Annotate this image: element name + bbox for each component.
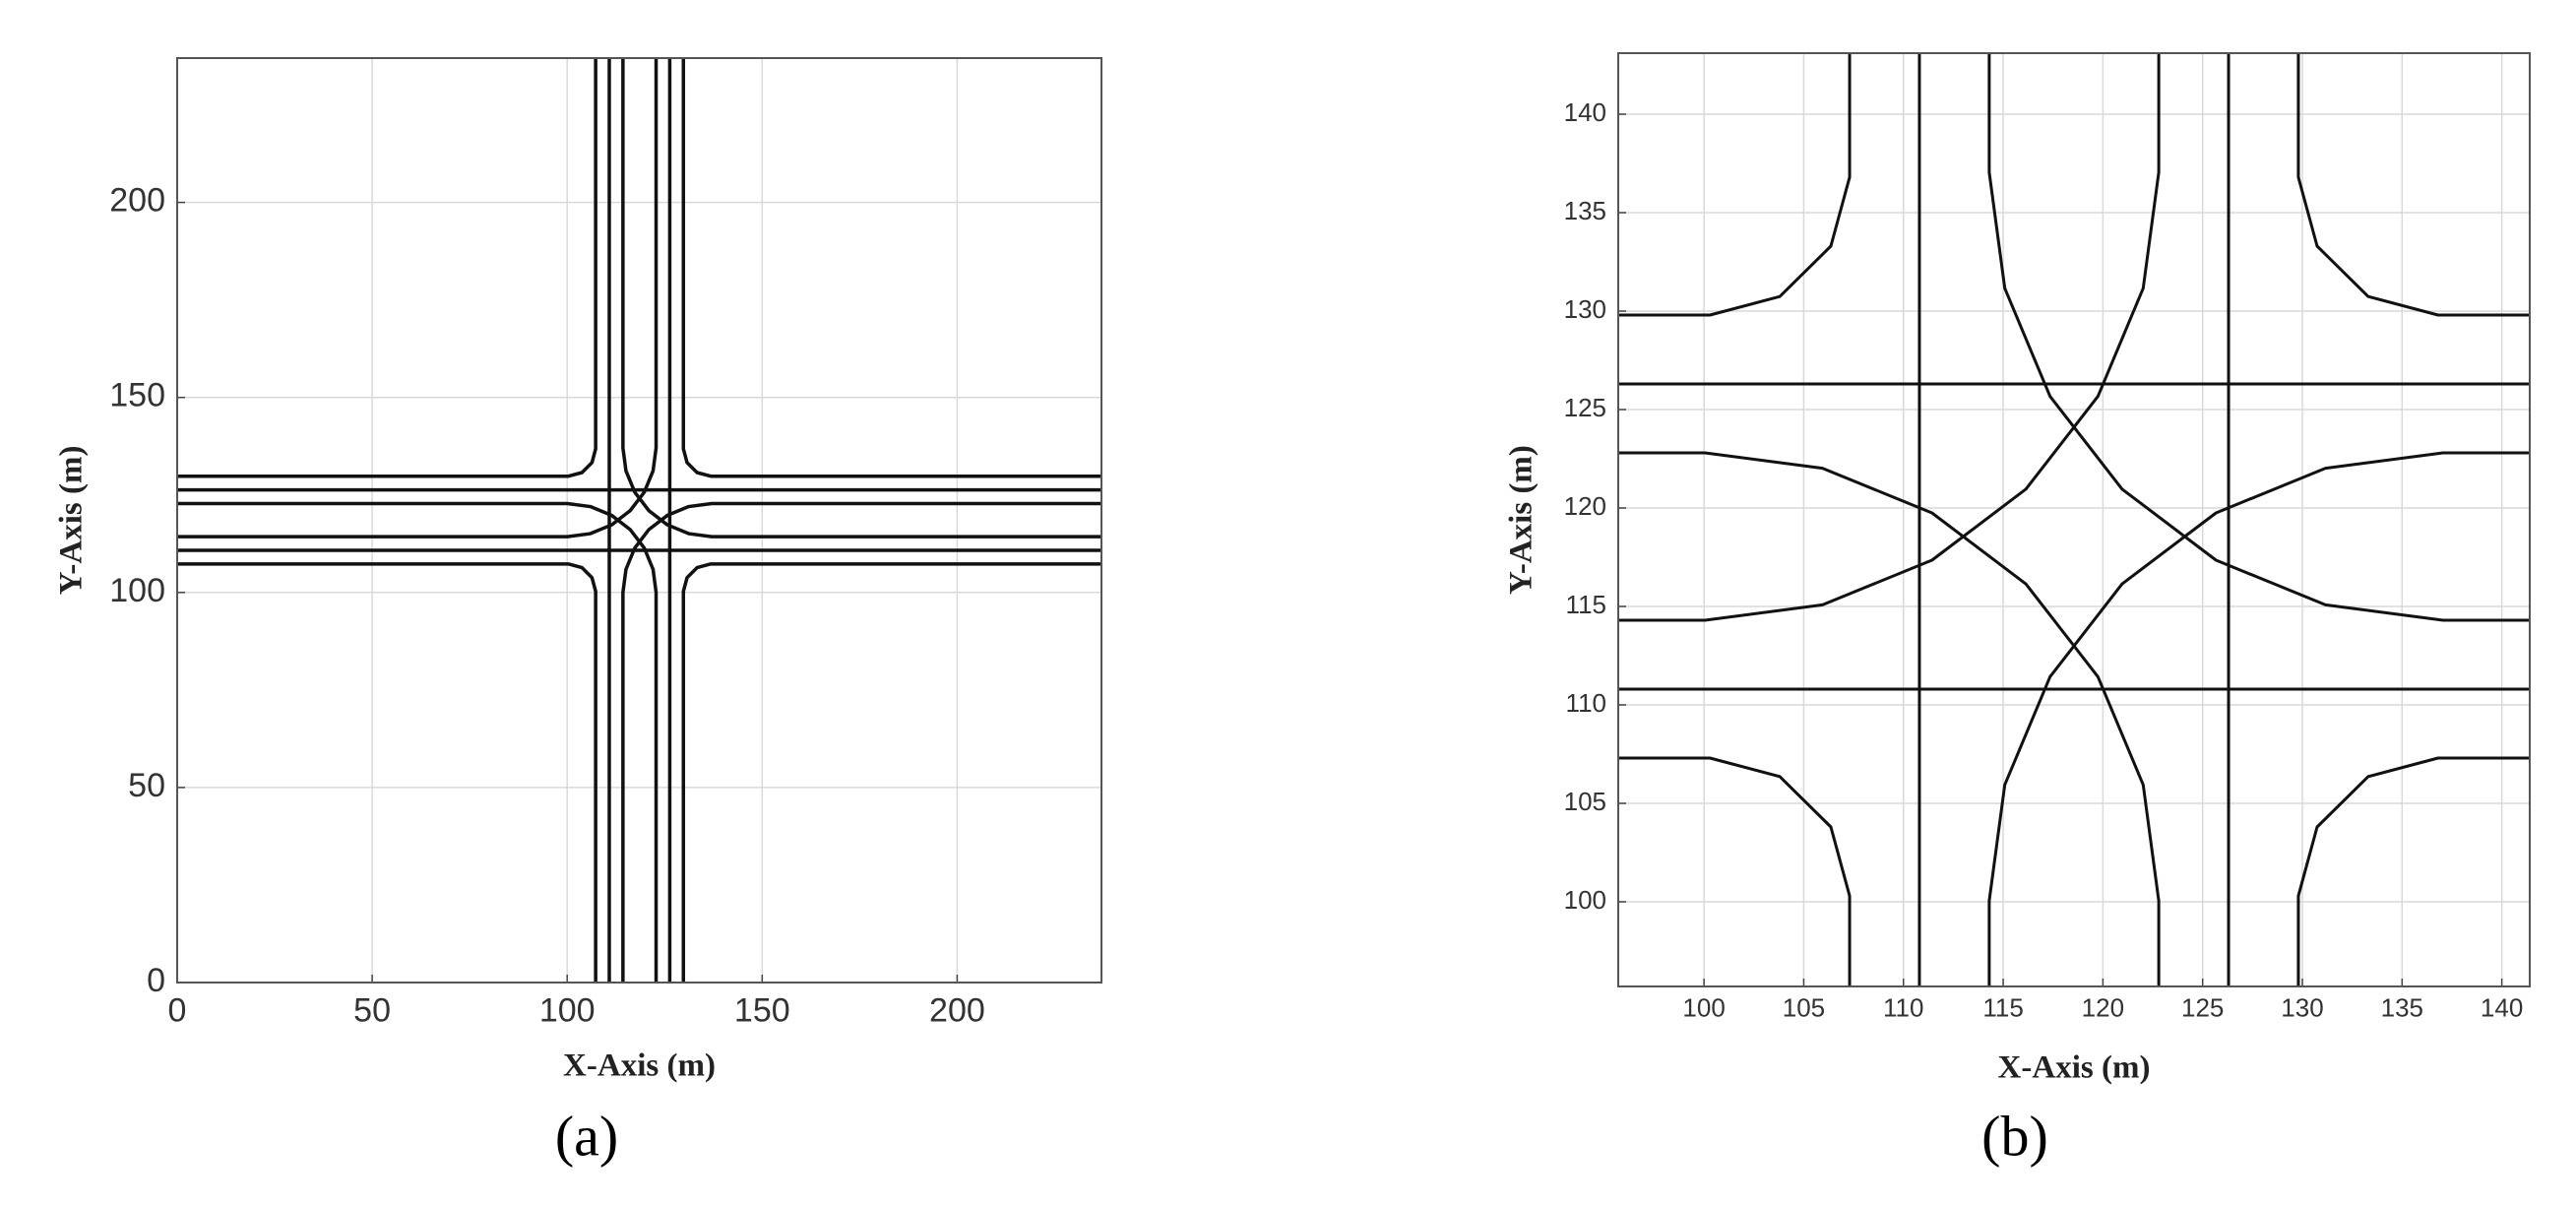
x-tick-label: 110: [1883, 992, 1923, 1022]
y-tick-label: 120: [1564, 491, 1606, 521]
y-tick-label: 150: [109, 377, 165, 414]
panel: 100 105 110 115 120 125 130 135 140 100 105 110 115 1…: [1504, 52, 2531, 1168]
y-tick-label: 140: [1564, 97, 1606, 127]
x-tick-label: 0: [168, 992, 187, 1030]
lane-line: [681, 58, 1101, 478]
lane-line: [1987, 451, 2530, 986]
plot-frame: [1617, 52, 2531, 987]
x-tick-label: 200: [929, 992, 985, 1030]
lane-line: [177, 58, 659, 539]
lane-line: [2296, 756, 2530, 986]
x-tick-label: 120: [2082, 992, 2124, 1022]
lane-line: [1987, 53, 2530, 622]
lane-line: [621, 501, 1101, 983]
x-tick-label: 135: [2381, 992, 2423, 1022]
y-tick-label: 200: [109, 182, 165, 220]
lane-line: [1618, 756, 1852, 986]
lane-line: [1618, 53, 1852, 317]
y-axis-label: Y-Axis (m): [54, 446, 90, 596]
x-tick-label: 100: [1682, 992, 1725, 1022]
lane-line: [177, 58, 597, 478]
y-tick-label: 125: [1564, 393, 1606, 422]
panel-caption: (a): [555, 1104, 618, 1168]
x-axis-label: X-Axis (m): [1998, 1050, 2151, 1086]
x-tick-label: 105: [1783, 992, 1825, 1022]
y-tick-label: 110: [1566, 688, 1606, 718]
lane-line: [621, 58, 1101, 539]
x-tick-label: 140: [2481, 992, 2523, 1022]
x-tick-label: 115: [1982, 992, 2023, 1022]
y-tick-label: 135: [1564, 196, 1606, 225]
y-tick-label: 50: [128, 767, 165, 804]
y-tick-label: 100: [109, 572, 165, 609]
x-tick-label: 100: [539, 992, 596, 1030]
x-tick-label: 50: [353, 992, 391, 1030]
lane-line: [2296, 53, 2530, 317]
x-tick-label: 125: [2181, 992, 2224, 1022]
lane-line: [681, 562, 1101, 983]
lane-line: [1618, 451, 2161, 986]
y-tick-label: 100: [1564, 885, 1606, 915]
x-tick-label: 150: [734, 992, 790, 1030]
lane-line: [1618, 53, 2161, 622]
y-axis-label: Y-Axis (m): [1504, 445, 1539, 595]
y-tick-label: 130: [1564, 294, 1606, 324]
lane-line: [177, 562, 597, 983]
x-tick-label: 130: [2281, 992, 2323, 1022]
panel-caption: (b): [1981, 1104, 2048, 1168]
y-tick-label: 0: [147, 962, 165, 999]
y-tick-label: 105: [1564, 787, 1606, 816]
plot-frame: [176, 57, 1102, 984]
x-axis-label: X-Axis (m): [563, 1048, 716, 1084]
lane-line: [177, 501, 659, 983]
panel: 0 50 100 150 200 0 50 100 150 200 X-Axis (m) Y-Axis…: [54, 57, 1102, 1168]
y-tick-label: 115: [1566, 590, 1606, 619]
